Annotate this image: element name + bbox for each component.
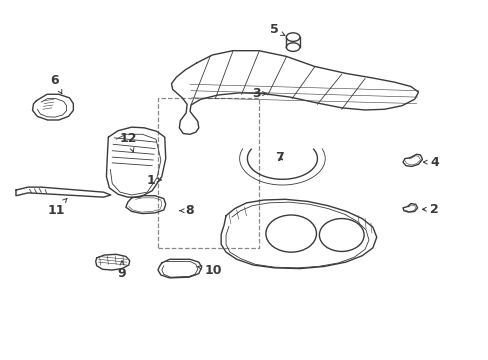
Text: 5: 5 [269, 23, 284, 36]
Text: 6: 6 [50, 74, 61, 94]
Text: 7: 7 [275, 151, 284, 165]
Text: 10: 10 [197, 264, 222, 276]
Text: 1: 1 [146, 174, 161, 186]
Text: 9: 9 [118, 261, 126, 280]
Text: 4: 4 [423, 156, 438, 168]
Text: 11: 11 [47, 198, 67, 217]
Text: 2: 2 [422, 203, 438, 216]
Text: 3: 3 [251, 87, 266, 100]
Text: 12: 12 [120, 132, 137, 152]
Text: 8: 8 [179, 204, 193, 217]
